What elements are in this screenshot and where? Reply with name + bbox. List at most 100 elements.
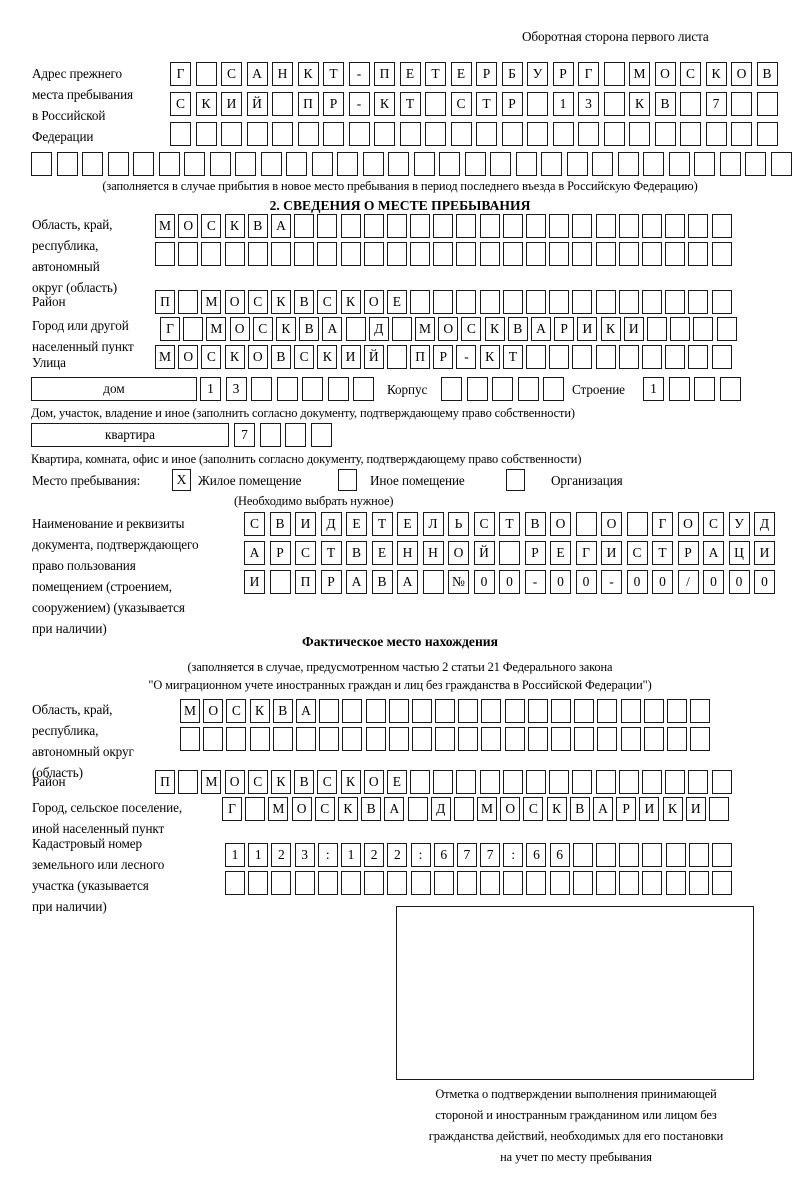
street-cell-22[interactable]: [641, 345, 662, 369]
actual-city-cell-8[interactable]: А: [384, 797, 405, 821]
document-r2-cell-2[interactable]: Р: [269, 541, 291, 565]
cadastral-r2-cell-9[interactable]: [410, 871, 431, 895]
street-cell-12[interactable]: П: [410, 345, 431, 369]
district-cell-16[interactable]: [502, 290, 523, 314]
district-cell-17[interactable]: [526, 290, 546, 314]
prev-address-r1-cell-3[interactable]: С: [221, 62, 242, 86]
actual-region-r1-cell-12[interactable]: [435, 699, 456, 723]
region-r2-cell-4[interactable]: [224, 242, 245, 266]
prev-address-r2-cell-2[interactable]: К: [195, 92, 217, 116]
cadastral-r2-cell-5[interactable]: [317, 871, 338, 895]
cadastral-r2-cell-11[interactable]: [456, 871, 477, 895]
region-r2-cell-13[interactable]: [433, 242, 454, 266]
cadastral-r2-cell-10[interactable]: [433, 871, 454, 895]
district-cell-19[interactable]: [572, 290, 593, 314]
actual-region-r2-cell-3[interactable]: [226, 727, 247, 751]
actual-district-cell-17[interactable]: [526, 770, 546, 794]
prev-address-r3-cell-17[interactable]: [578, 122, 599, 146]
city-cell-3[interactable]: М: [206, 317, 227, 341]
actual-district-cell-23[interactable]: [665, 770, 686, 794]
cadastral-r2-cell-13[interactable]: [503, 871, 524, 895]
cadastral-r1-cell-11[interactable]: 7: [456, 843, 477, 867]
cadastral-r2-cell-14[interactable]: [526, 871, 547, 895]
prev-address-r1-cell-5[interactable]: Н: [272, 62, 293, 86]
prev-address-r1-cell-15[interactable]: У: [527, 62, 548, 86]
cadastral-r1-cell-15[interactable]: 6: [549, 843, 570, 867]
district-cell-7[interactable]: В: [294, 290, 315, 314]
cadastral-r2-cell-3[interactable]: [271, 871, 292, 895]
prev-address-r2-cell-17[interactable]: 3: [578, 92, 599, 116]
cadastral-r2-cell-8[interactable]: [387, 871, 408, 895]
actual-district-cell-18[interactable]: [549, 770, 570, 794]
city-cell-12[interactable]: М: [415, 317, 436, 341]
document-r3-cell-1[interactable]: И: [244, 570, 265, 594]
street-cell-23[interactable]: [665, 345, 686, 369]
prev-address-r4-cell-8[interactable]: [209, 152, 231, 176]
document-r2-cell-19[interactable]: А: [703, 541, 724, 565]
document-r2-cell-4[interactable]: Т: [320, 541, 342, 565]
region-r2-cell-14[interactable]: [456, 242, 477, 266]
document-r1-cell-7[interactable]: Е: [397, 512, 418, 536]
city-cell-7[interactable]: В: [299, 317, 320, 341]
cadastral-r2-cell-2[interactable]: [248, 871, 269, 895]
actual-district-cell-25[interactable]: [711, 770, 732, 794]
prev-address-r3-cell-19[interactable]: [629, 122, 650, 146]
prev-address-r3-cell-10[interactable]: [399, 122, 421, 146]
cadastral-r2-cell-17[interactable]: [596, 871, 616, 895]
house-cell-6[interactable]: [327, 377, 349, 401]
street-cell-13[interactable]: Р: [433, 345, 454, 369]
document-r2-cell-5[interactable]: В: [346, 541, 367, 565]
cadastral-r2-cell-16[interactable]: [572, 871, 593, 895]
cadastral-r1-cell-22[interactable]: [711, 843, 732, 867]
city-cell-10[interactable]: Д: [368, 317, 389, 341]
prev-address-r1-cell-12[interactable]: Е: [450, 62, 472, 86]
region-r2-cell-19[interactable]: [572, 242, 593, 266]
cadastral-r1-cell-20[interactable]: [665, 843, 686, 867]
document-r1-cell-20[interactable]: У: [728, 512, 750, 536]
cadastral-r2-cell-12[interactable]: [480, 871, 501, 895]
city-cell-24[interactable]: [693, 317, 714, 341]
actual-region-r1-cell-15[interactable]: [504, 699, 525, 723]
actual-region-r2-cell-5[interactable]: [272, 727, 293, 751]
street-cell-7[interactable]: С: [294, 345, 315, 369]
region-r1-cell-2[interactable]: О: [178, 214, 199, 238]
prev-address-r2-cell-23[interactable]: [731, 92, 752, 116]
actual-region-r2-cell-17[interactable]: [551, 727, 571, 751]
street-cell-19[interactable]: [572, 345, 593, 369]
district-cell-4[interactable]: О: [224, 290, 245, 314]
document-r3-cell-2[interactable]: [269, 570, 291, 594]
actual-city-cell-17[interactable]: А: [593, 797, 613, 821]
street-cell-3[interactable]: С: [201, 345, 222, 369]
actual-district-cell-15[interactable]: [479, 770, 500, 794]
street-cell-5[interactable]: О: [247, 345, 268, 369]
prev-address-r4-cell-16[interactable]: [413, 152, 435, 176]
document-r3-cell-5[interactable]: А: [346, 570, 367, 594]
prev-address-r2-cell-16[interactable]: 1: [552, 92, 574, 116]
actual-region-r1-cell-11[interactable]: [411, 699, 432, 723]
prev-address-r1-cell-1[interactable]: Г: [170, 62, 191, 86]
actual-region-r1-cell-17[interactable]: [551, 699, 571, 723]
prev-address-r1-cell-24[interactable]: В: [756, 62, 778, 86]
city-cell-23[interactable]: [670, 317, 691, 341]
document-r1-cell-11[interactable]: Т: [499, 512, 520, 536]
city-cell-8[interactable]: А: [322, 317, 343, 341]
prev-address-r1-cell-23[interactable]: О: [731, 62, 752, 86]
region-r2-cell-3[interactable]: [201, 242, 222, 266]
actual-district-cell-14[interactable]: [456, 770, 477, 794]
prev-address-r1-cell-17[interactable]: Г: [578, 62, 599, 86]
actual-region-r2-cell-20[interactable]: [620, 727, 641, 751]
region-r1-cell-22[interactable]: [641, 214, 662, 238]
document-r2-cell-6[interactable]: Е: [371, 541, 393, 565]
prev-address-r4-cell-21[interactable]: [541, 152, 562, 176]
actual-region-r1-cell-6[interactable]: А: [295, 699, 316, 723]
region-r1-cell-1[interactable]: М: [155, 214, 175, 238]
prev-address-r4-cell-4[interactable]: [107, 152, 129, 176]
actual-region-r2-cell-7[interactable]: [319, 727, 340, 751]
actual-city-cell-13[interactable]: О: [500, 797, 521, 821]
actual-region-r1-cell-4[interactable]: К: [249, 699, 270, 723]
actual-district-cell-21[interactable]: [618, 770, 639, 794]
region-r1-cell-11[interactable]: [386, 214, 407, 238]
